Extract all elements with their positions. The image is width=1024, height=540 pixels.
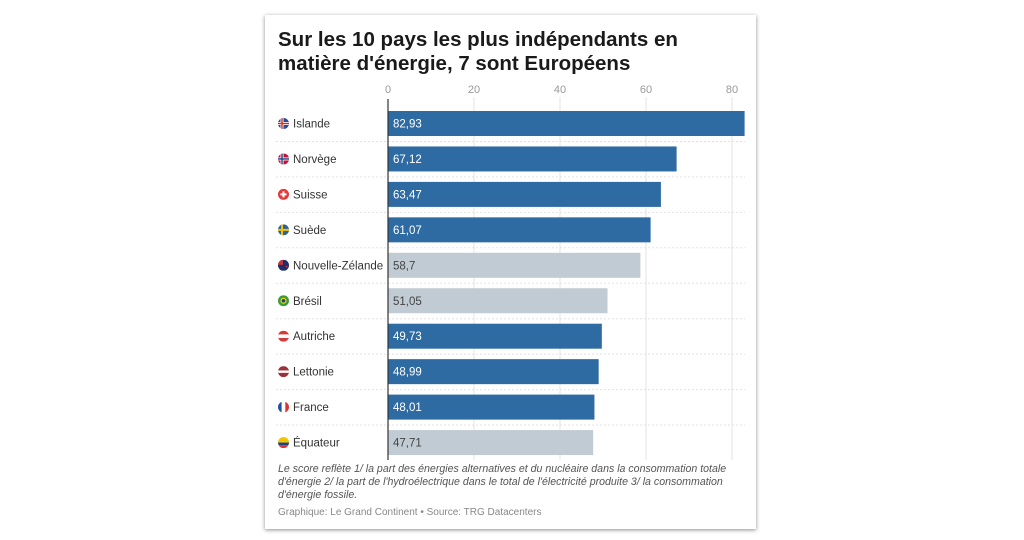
category-label: Norvège bbox=[293, 154, 336, 166]
category-label: Islande bbox=[293, 119, 330, 131]
bar-value-label: 67,12 bbox=[393, 154, 422, 166]
bar bbox=[388, 288, 608, 314]
bar bbox=[388, 111, 745, 136]
bar-value-label: 49,73 bbox=[393, 331, 422, 343]
bar-value-label: 82,93 bbox=[393, 119, 422, 131]
bar bbox=[388, 146, 677, 172]
brazil-flag-icon bbox=[278, 295, 289, 307]
category-label: Suède bbox=[293, 225, 326, 237]
new-zealand-flag-icon bbox=[278, 259, 289, 271]
france-flag-icon bbox=[278, 401, 289, 413]
flag-part bbox=[286, 265, 288, 268]
flag-part bbox=[281, 298, 286, 303]
bar-value-label: 48,01 bbox=[393, 402, 422, 414]
flag-part bbox=[280, 193, 287, 196]
bar bbox=[388, 359, 599, 385]
bar-chart: 0 20 40 60 80 Islande 82,93 Norvège 67,12 Suisse 6… bbox=[276, 84, 745, 460]
bar-value-label: 48,99 bbox=[393, 367, 422, 379]
bar bbox=[388, 430, 594, 456]
bar-row: Nouvelle-Zélande 58,7 bbox=[276, 247, 745, 278]
latvia-flag-icon bbox=[278, 366, 289, 378]
flag-part bbox=[278, 122, 289, 125]
category-label: Brésil bbox=[293, 296, 322, 308]
bar-value-label: 63,47 bbox=[393, 189, 422, 201]
chart-source: Graphique: Le Grand Continent • Source: … bbox=[278, 507, 542, 518]
switzerland-flag-icon bbox=[278, 188, 289, 200]
bar-value-label: 47,71 bbox=[393, 438, 422, 450]
category-label: Équateur bbox=[293, 437, 340, 450]
category-label: France bbox=[293, 402, 329, 414]
x-tick-label: 80 bbox=[726, 84, 738, 96]
flag-part bbox=[281, 401, 286, 413]
bar bbox=[388, 252, 641, 278]
flag-part bbox=[278, 259, 289, 271]
bar bbox=[388, 394, 595, 420]
flag-part bbox=[278, 259, 283, 265]
bar bbox=[388, 217, 651, 243]
bar bbox=[388, 323, 602, 349]
x-tick-label: 40 bbox=[554, 84, 566, 96]
flag-part bbox=[278, 445, 289, 449]
sweden-flag-icon bbox=[278, 224, 289, 236]
chart-note: Le score reflète 1/ la part des énergies… bbox=[278, 463, 727, 501]
flag-part bbox=[278, 158, 289, 160]
bar-row: Suède 61,07 bbox=[276, 211, 745, 243]
x-tick-label: 0 bbox=[385, 84, 391, 96]
category-label: Nouvelle-Zélande bbox=[293, 260, 383, 272]
bar-row: Autriche 49,73 bbox=[276, 318, 745, 349]
bar-row: France 48,01 bbox=[276, 389, 745, 420]
bar-value-label: 58,7 bbox=[393, 260, 415, 272]
bar bbox=[388, 181, 661, 207]
flag-part bbox=[285, 401, 289, 413]
bar-row: Lettonie 48,99 bbox=[276, 353, 745, 385]
ecuador-flag-icon bbox=[278, 437, 289, 449]
x-tick-label: 60 bbox=[640, 84, 652, 96]
chart-title: Sur les 10 pays les plus indépendants en… bbox=[278, 28, 678, 75]
austria-flag-icon bbox=[278, 330, 289, 342]
category-label: Autriche bbox=[293, 331, 335, 343]
category-label: Suisse bbox=[293, 189, 328, 201]
flag-part bbox=[278, 442, 289, 446]
iceland-flag-icon bbox=[278, 118, 289, 129]
category-label: Lettonie bbox=[293, 367, 334, 379]
flag-part bbox=[278, 228, 289, 231]
bar-row: Norvège 67,12 bbox=[276, 140, 745, 172]
bar-value-label: 51,05 bbox=[393, 296, 422, 308]
flag-part bbox=[278, 401, 282, 413]
bar-row: Équateur 47,71 bbox=[276, 424, 745, 456]
bar-value-label: 61,07 bbox=[393, 225, 422, 237]
norway-flag-icon bbox=[278, 153, 289, 165]
flag-part bbox=[278, 437, 289, 443]
flag-part bbox=[278, 370, 289, 373]
bar-row: Brésil 51,05 bbox=[276, 282, 745, 314]
x-tick-label: 20 bbox=[468, 84, 480, 96]
flag-part bbox=[278, 334, 289, 338]
bar-row: Islande 82,93 bbox=[278, 111, 745, 136]
bar-row: Suisse 63,47 bbox=[276, 176, 745, 207]
chart-card: Sur les 10 pays les plus indépendants en… bbox=[265, 15, 756, 529]
